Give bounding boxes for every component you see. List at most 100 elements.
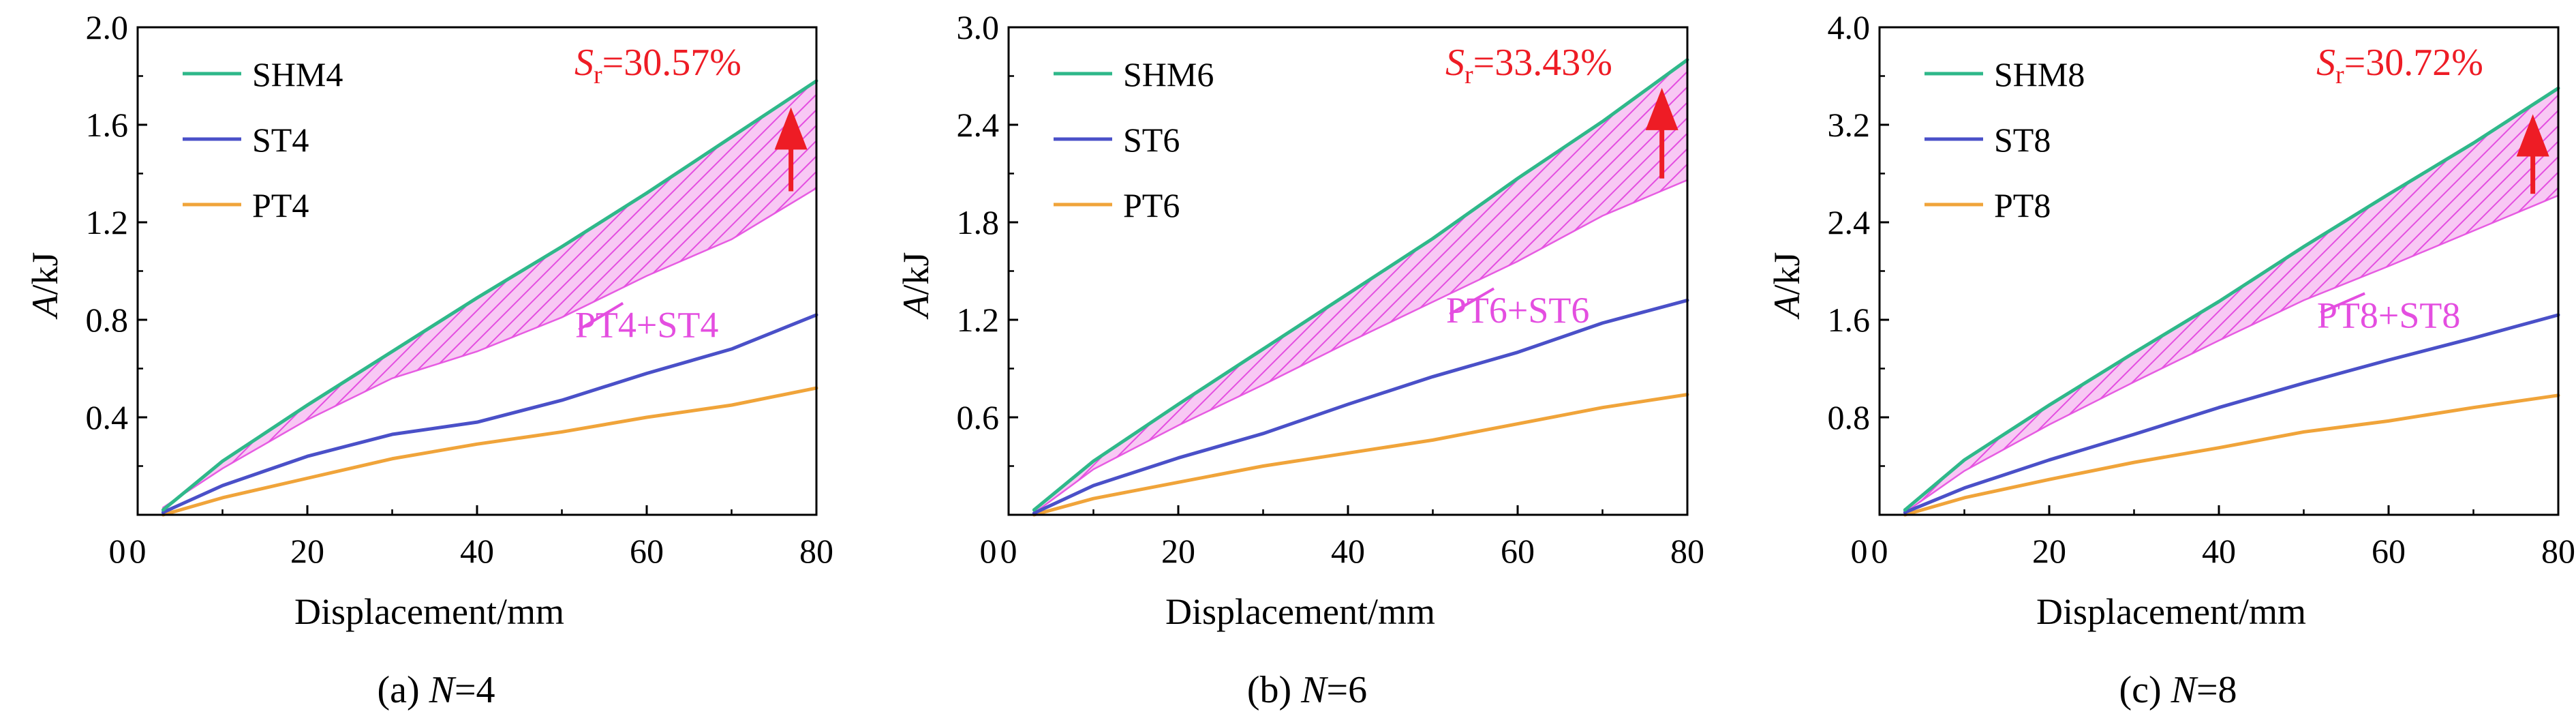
sr-arrow-head [1645, 87, 1678, 130]
x-tick-label: 40 [460, 532, 494, 570]
y-tick-label: 3.0 [957, 8, 1000, 46]
sr-annotation: Sr=33.43% [1445, 42, 1612, 89]
sr-annotation-subscript: r [1465, 61, 1473, 89]
legend-label-shm4: SHM4 [252, 55, 343, 93]
x-tick-label: 0 [1871, 532, 1888, 570]
sr-annotation: Sr=30.57% [574, 42, 741, 89]
x-tick-label: 80 [799, 532, 833, 570]
series-line-st8 [1903, 313, 2560, 514]
origin-y-label: 0 [1851, 532, 1868, 570]
x-axis-label: Displacement/mm [294, 591, 564, 632]
origin-y-label: 0 [980, 532, 997, 570]
y-tick-label: 0.8 [1828, 398, 1871, 436]
y-tick-label: 1.8 [957, 203, 1000, 241]
sr-annotation-symbol: S [2316, 42, 2335, 84]
y-axis-label-unit: /kJ [895, 252, 936, 295]
sr-annotation-value: =33.43% [1473, 42, 1612, 84]
x-axis-label: Displacement/mm [2036, 591, 2306, 632]
x-tick-label: 40 [2202, 532, 2236, 570]
legend: SHM8 ST8 PT8 [1925, 55, 2085, 224]
series-line-pt4 [161, 386, 818, 517]
x-tick-label: 80 [1670, 532, 1704, 570]
y-tick-label: 1.2 [957, 301, 1000, 339]
y-axis-label: A/kJ [1766, 252, 1807, 319]
y-axis-label-unit: /kJ [1766, 252, 1807, 295]
series-line-st4 [161, 313, 818, 514]
legend-label-shm8: SHM8 [1994, 55, 2085, 93]
series-line-shm6 [1032, 58, 1689, 512]
sr-arrow-head [2516, 114, 2549, 157]
x-tick-label: 20 [290, 532, 324, 570]
x-tick-label: 60 [1501, 532, 1535, 570]
series-line-shm4 [161, 79, 818, 512]
legend-label-shm6: SHM6 [1123, 55, 1214, 93]
panel-caption-value: =8 [2196, 669, 2237, 711]
sr-annotation-value: =30.72% [2344, 42, 2483, 84]
chart-panel-2: 0 20 40 60 80 0.6 1.2 1.8 2.4 3.0 0 Displacement/mm… [895, 8, 1704, 711]
y-tick-label: 4.0 [1828, 8, 1871, 46]
band-label-pointer [578, 301, 624, 331]
legend-label-st6: ST6 [1123, 121, 1180, 159]
y-tick-label: 1.6 [1828, 301, 1871, 339]
panel-caption: (b) N=6 [1247, 669, 1367, 711]
panel-caption-var: N [2171, 669, 2198, 711]
y-tick-label: 1.6 [86, 106, 129, 144]
band-label-pointer [2320, 292, 2365, 314]
panel-caption: (a) N=4 [377, 669, 495, 711]
legend-label-st4: ST4 [252, 121, 309, 159]
series-line-st6 [1032, 298, 1689, 515]
panel-caption-var: N [429, 669, 457, 711]
chart-panel-1: 0 20 40 60 80 0.4 0.8 1.2 1.6 2.0 0 Displacement/mm… [25, 8, 833, 711]
panel-caption-prefix: (b) [1247, 669, 1301, 711]
series-line-shm8 [1903, 86, 2560, 512]
panel-caption: (c) N=8 [2119, 669, 2237, 711]
legend: SHM4 ST4 PT4 [183, 55, 343, 224]
legend-label-pt8: PT8 [1994, 186, 2051, 224]
series-line-pt6 [1032, 393, 1689, 517]
x-tick-label: 80 [2541, 532, 2575, 570]
y-axis-label: A/kJ [895, 252, 936, 319]
chart-panel-3: 0 20 40 60 80 0.8 1.6 2.4 3.2 4.0 0 Displacement/mm… [1766, 8, 2575, 711]
y-tick-label: 0.6 [957, 398, 1000, 436]
y-tick-label: 0.4 [86, 398, 129, 436]
y-tick-label: 2.0 [86, 8, 129, 46]
x-tick-label: 40 [1331, 532, 1365, 570]
panel-caption-prefix: (c) [2119, 669, 2171, 711]
y-axis-label: A/kJ [25, 252, 65, 319]
plot-frame [1878, 26, 2560, 516]
sr-annotation-symbol: S [574, 42, 594, 84]
panel-caption-var: N [1300, 669, 1328, 711]
x-tick-label: 0 [129, 532, 147, 570]
sr-annotation-subscript: r [594, 61, 602, 89]
x-tick-label: 20 [1161, 532, 1195, 570]
y-axis-label-unit: /kJ [25, 252, 65, 295]
x-tick-label: 20 [2032, 532, 2066, 570]
x-tick-label: 0 [1000, 532, 1017, 570]
legend: SHM6 ST6 PT6 [1054, 55, 1214, 224]
x-tick-label: 60 [630, 532, 664, 570]
sr-annotation-value: =30.57% [602, 42, 741, 84]
x-tick-label: 60 [2372, 532, 2406, 570]
y-axis-label-var: A [1766, 295, 1807, 320]
plot-frame [1007, 26, 1689, 516]
sr-annotation: Sr=30.72% [2316, 42, 2483, 89]
sr-annotation-subscript: r [2335, 61, 2344, 89]
sr-arrow-head [774, 107, 808, 150]
panel-caption-value: =6 [1327, 669, 1368, 711]
band-label: PT8+ST8 [2317, 295, 2461, 335]
legend-label-pt6: PT6 [1123, 186, 1180, 224]
y-axis-label-var: A [895, 295, 936, 320]
band-label: PT4+ST4 [575, 305, 719, 346]
y-axis-label-var: A [25, 295, 65, 320]
y-tick-label: 1.2 [86, 203, 129, 241]
sr-annotation-symbol: S [1445, 42, 1465, 84]
y-tick-label: 0.8 [86, 301, 129, 339]
panel-caption-value: =4 [455, 669, 495, 711]
band-label: PT6+ST6 [1446, 290, 1590, 331]
y-tick-label: 2.4 [1828, 203, 1871, 241]
series-line-pt8 [1903, 393, 2560, 517]
y-tick-label: 2.4 [957, 106, 1000, 144]
x-axis-label: Displacement/mm [1165, 591, 1435, 632]
band-label-pointer [1449, 287, 1495, 316]
